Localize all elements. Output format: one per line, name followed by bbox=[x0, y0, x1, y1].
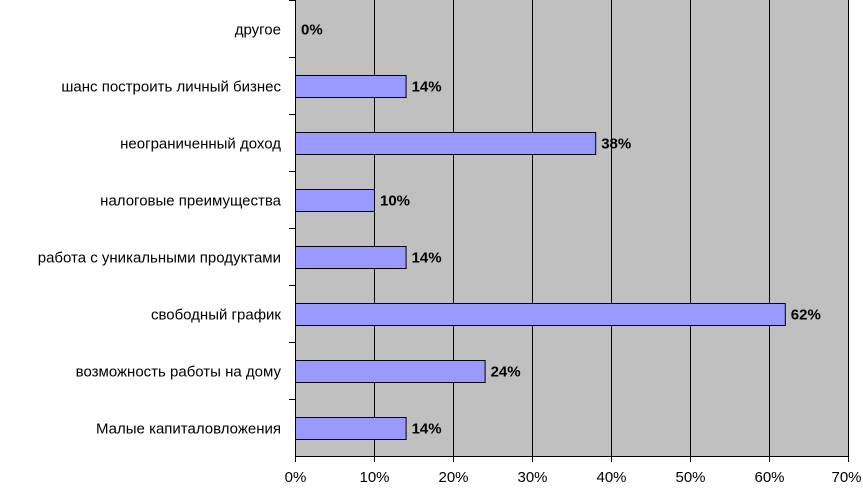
bar bbox=[295, 189, 375, 212]
x-tick-label: 0% bbox=[285, 469, 307, 486]
x-tick-label: 50% bbox=[675, 469, 705, 486]
category-label: Малые капиталовложения bbox=[96, 421, 281, 438]
data-label: 62% bbox=[791, 307, 821, 324]
plot-area bbox=[295, 0, 848, 456]
data-label: 38% bbox=[601, 136, 631, 153]
axes bbox=[289, 0, 849, 462]
x-tick-label: 20% bbox=[438, 469, 468, 486]
labels: 0% другое 14% шанс построить личный бизнес 3… bbox=[38, 22, 862, 487]
category-label: налоговые преимущества bbox=[100, 193, 281, 210]
x-tick-label: 60% bbox=[754, 469, 784, 486]
bar bbox=[295, 75, 407, 98]
category-label: другое bbox=[235, 22, 281, 39]
category-label: свободный график bbox=[151, 307, 281, 324]
bars bbox=[295, 75, 786, 440]
x-tick-label: 30% bbox=[517, 469, 547, 486]
grid-lines bbox=[374, 0, 849, 456]
data-label: 24% bbox=[491, 364, 521, 381]
x-tick-label: 10% bbox=[359, 469, 389, 486]
bar bbox=[295, 417, 407, 440]
bar bbox=[295, 246, 407, 269]
category-label: работа с уникальными продуктами bbox=[38, 250, 281, 267]
category-label: шанс построить личный бизнес bbox=[61, 79, 281, 96]
data-label: 14% bbox=[412, 421, 442, 438]
data-label: 14% bbox=[412, 250, 442, 267]
data-label: 0% bbox=[301, 22, 323, 39]
data-label: 14% bbox=[412, 79, 442, 96]
data-label: 10% bbox=[380, 193, 410, 210]
bar bbox=[295, 303, 786, 326]
bar bbox=[295, 132, 597, 155]
category-label: неограниченный доход bbox=[120, 136, 281, 153]
bar bbox=[295, 360, 486, 383]
x-tick-label: 40% bbox=[596, 469, 626, 486]
x-tick-label: 70% bbox=[831, 469, 861, 486]
category-label: возможность работы на дому bbox=[76, 364, 282, 381]
